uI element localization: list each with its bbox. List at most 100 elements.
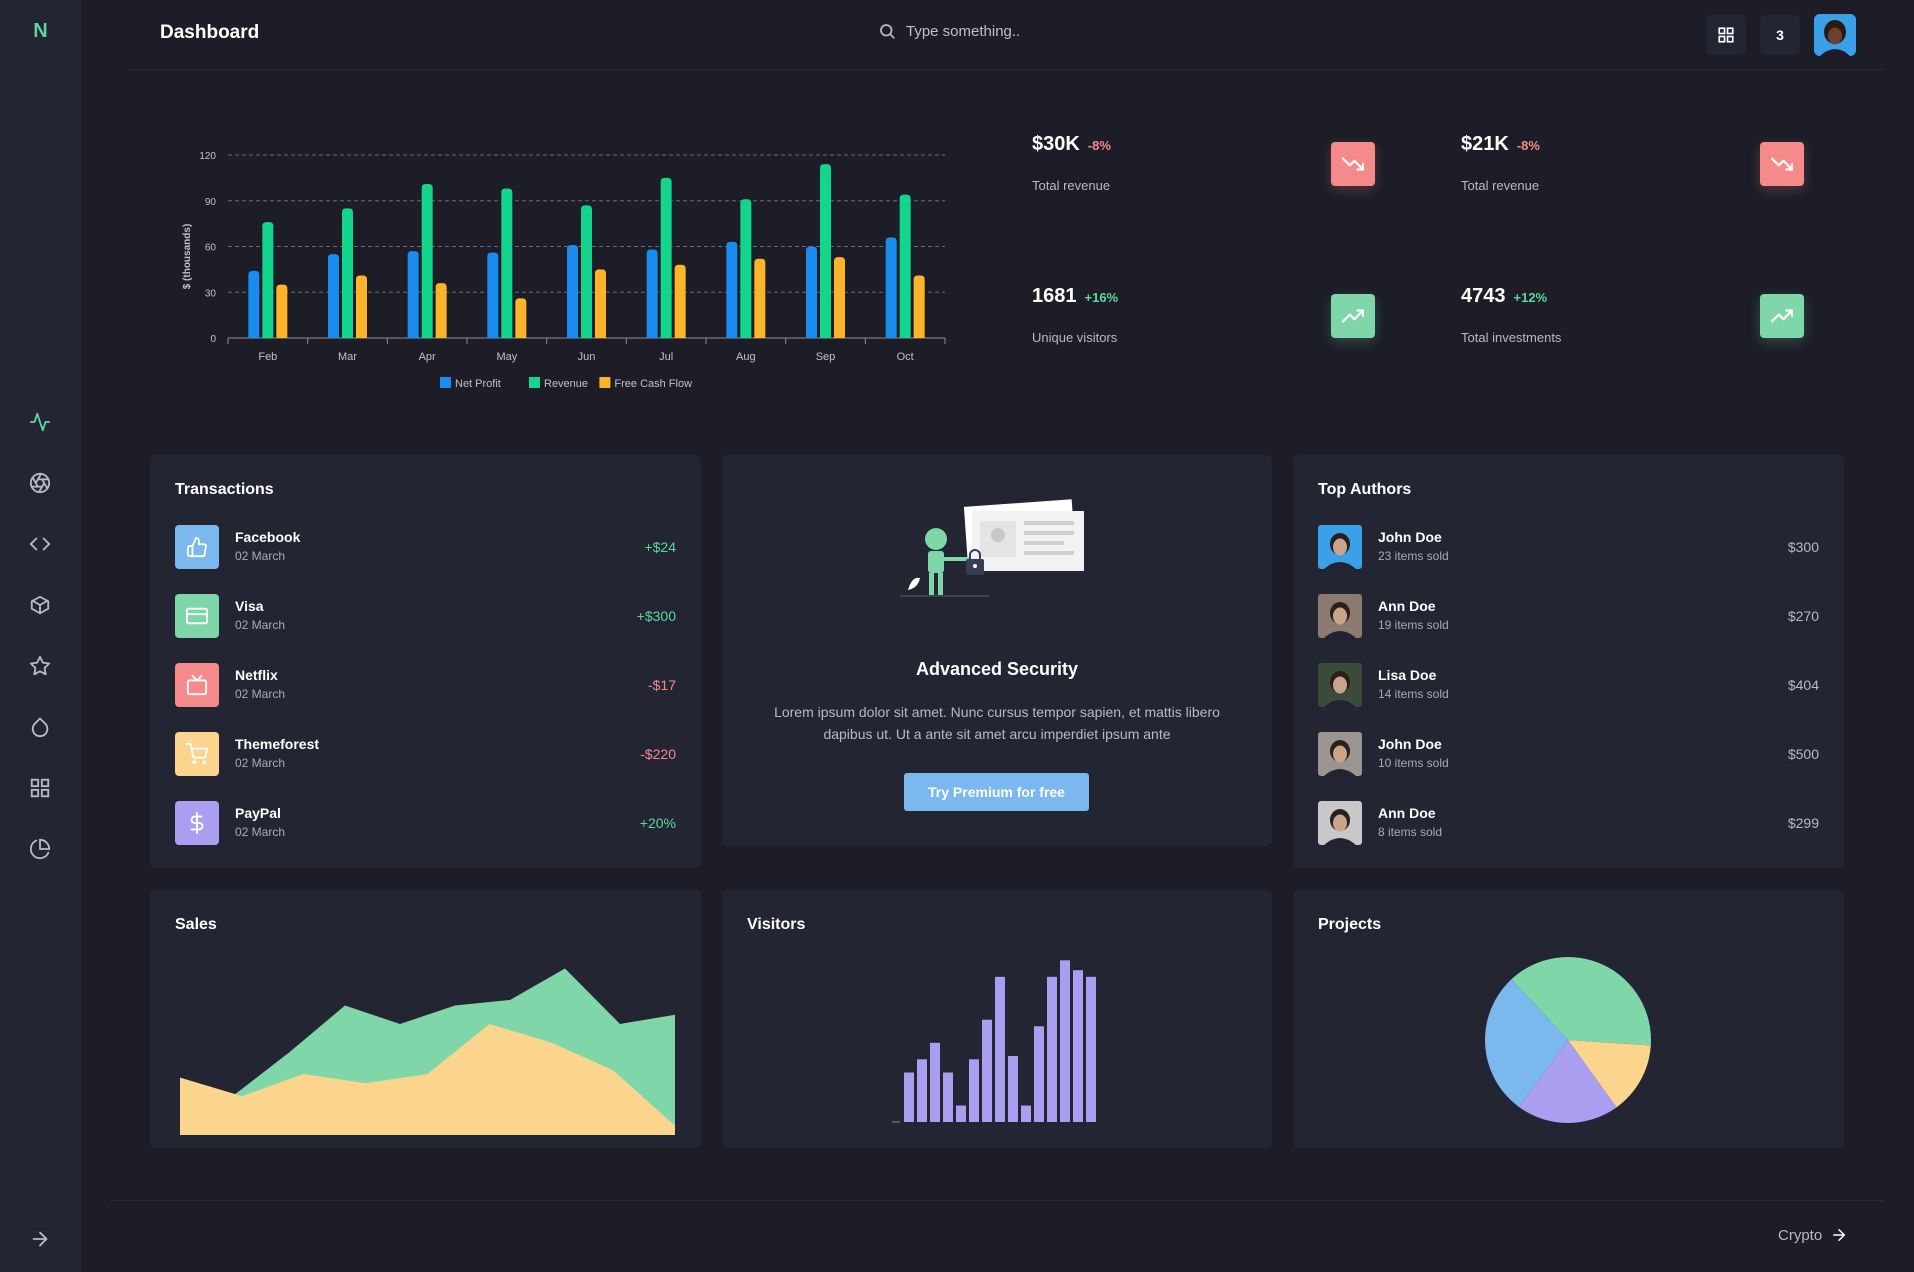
tv-icon — [175, 663, 219, 707]
bar-net-profit — [806, 246, 817, 338]
visitor-bar — [1034, 1026, 1044, 1122]
legend-label: Net Profit — [455, 378, 501, 390]
revenue-bar-chart: 0 30 60 90 120 $ (thousands) Feb Mar Apr May Jun Ju… — [182, 151, 946, 390]
visitor-bar — [1021, 1105, 1031, 1122]
grid-icon — [1718, 27, 1734, 43]
trending-up-icon — [1760, 294, 1804, 338]
bar-revenue — [820, 164, 831, 338]
pie-slice — [1518, 1040, 1617, 1123]
visitor-bar — [1086, 976, 1096, 1122]
author-row[interactable]: John Doe 10 items sold $500 — [1318, 732, 1819, 778]
avatar — [1318, 525, 1362, 569]
card-title: Projects — [1318, 916, 1382, 933]
bar-net-profit — [487, 252, 499, 338]
crypto-link[interactable]: Crypto — [1778, 1226, 1848, 1244]
code-icon[interactable] — [27, 531, 53, 557]
bar-free-cash-flow — [913, 275, 925, 338]
try-premium-button[interactable]: Try Premium for free — [904, 773, 1089, 811]
visitor-bar — [982, 1019, 992, 1122]
stat-label: Total investments — [1461, 330, 1562, 345]
logo[interactable]: N — [33, 20, 48, 42]
bar-net-profit — [328, 254, 339, 338]
card-title: Transactions — [175, 481, 274, 498]
pie-slice — [1485, 979, 1568, 1107]
author-amount: $300 — [1787, 539, 1819, 555]
transaction-row[interactable]: Themeforest 02 March -$220 — [175, 732, 676, 778]
search-input[interactable] — [906, 22, 1126, 40]
stat-label: Total revenue — [1461, 178, 1540, 193]
x-tick-label: May — [496, 351, 517, 363]
x-tick-label: Jul — [659, 351, 673, 363]
visitor-bar — [956, 1105, 966, 1122]
stat-change: -8% — [1516, 138, 1540, 153]
box-icon[interactable] — [27, 592, 53, 618]
transaction-row[interactable]: PayPal 02 March +20% — [175, 801, 676, 847]
pie-chart-icon[interactable] — [27, 836, 53, 862]
stat-value: $30K — [1032, 133, 1080, 155]
activity-icon[interactable] — [27, 409, 53, 435]
thumbs-up-icon — [175, 525, 219, 569]
transaction-row[interactable]: Facebook 02 March +$24 — [175, 525, 676, 571]
author-name: John Doe — [1378, 529, 1442, 545]
author-row[interactable]: Ann Doe 8 items sold $299 — [1318, 801, 1819, 847]
author-amount: $404 — [1787, 677, 1819, 693]
aperture-icon[interactable] — [27, 470, 53, 496]
user-avatar[interactable] — [1814, 14, 1856, 56]
stat-value: $21K — [1461, 133, 1509, 155]
legend-label: Revenue — [544, 378, 588, 390]
author-amount: $270 — [1787, 608, 1819, 624]
notifications-button[interactable]: 3 — [1760, 15, 1800, 55]
bar-revenue — [740, 199, 752, 338]
visitors-card: Visitors — [722, 890, 1272, 1148]
transaction-row[interactable]: Netflix 02 March -$17 — [175, 663, 676, 709]
bar-free-cash-flow — [754, 258, 766, 338]
transaction-date: 02 March — [235, 687, 286, 701]
stat-change: +12% — [1513, 290, 1548, 305]
bar-free-cash-flow — [834, 257, 845, 338]
bar-net-profit — [248, 270, 260, 338]
visitor-bar — [1073, 970, 1083, 1122]
transaction-amount: -$17 — [647, 677, 676, 693]
sales-card: Sales — [150, 890, 701, 1148]
star-icon[interactable] — [27, 653, 53, 679]
visitor-bar — [930, 1042, 940, 1122]
author-row[interactable]: Ann Doe 19 items sold $270 — [1318, 594, 1819, 640]
author-row[interactable]: John Doe 23 items sold $300 — [1318, 525, 1819, 571]
stat-change: -8% — [1087, 138, 1111, 153]
area-series-secondary — [180, 1024, 675, 1135]
y-tick-label: 120 — [199, 151, 216, 162]
arrow-right-icon[interactable] — [27, 1226, 53, 1252]
x-tick-label: Jun — [578, 351, 596, 363]
bar-free-cash-flow — [356, 275, 367, 338]
x-tick-label: Feb — [258, 351, 277, 363]
author-row[interactable]: Lisa Doe 14 items sold $404 — [1318, 663, 1819, 709]
trending-up-icon — [1331, 294, 1375, 338]
transaction-row[interactable]: Visa 02 March +$300 — [175, 594, 676, 640]
transaction-amount: +$24 — [644, 539, 676, 555]
pie-slice — [1511, 957, 1651, 1046]
transactions-card: Transactions Facebook 02 March +$24 Visa 02 … — [150, 455, 701, 868]
author-name: Ann Doe — [1378, 598, 1436, 614]
bar-net-profit — [407, 251, 419, 338]
y-tick-label: 30 — [205, 288, 217, 299]
security-illustration — [900, 499, 1084, 597]
transaction-date: 02 March — [235, 549, 286, 563]
droplet-icon[interactable] — [27, 714, 53, 740]
bar-free-cash-flow — [674, 264, 686, 338]
x-tick-label: Apr — [419, 351, 436, 363]
pie-slice — [1568, 1040, 1651, 1108]
bar-revenue — [899, 194, 911, 338]
visitor-bar — [969, 1059, 979, 1122]
search — [878, 22, 1126, 40]
stat-change: +16% — [1084, 290, 1119, 305]
visitor-bar — [904, 1072, 914, 1122]
crypto-link-label: Crypto — [1778, 1226, 1823, 1244]
avatar — [1318, 594, 1362, 638]
apps-button[interactable] — [1706, 15, 1746, 55]
author-name: Lisa Doe — [1378, 667, 1437, 683]
author-amount: $299 — [1787, 815, 1819, 831]
bar-revenue — [421, 183, 433, 338]
grid-icon[interactable] — [27, 775, 53, 801]
bar-net-profit — [567, 244, 578, 338]
visitors-bar-chart — [892, 960, 1096, 1123]
